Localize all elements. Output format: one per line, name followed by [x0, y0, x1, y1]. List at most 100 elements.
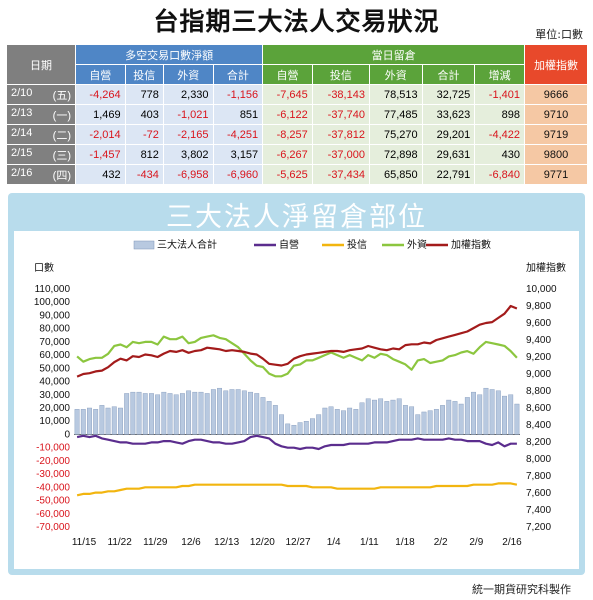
y-tick-label-left: 80,000 [39, 324, 70, 335]
bar [489, 389, 495, 435]
bar [136, 391, 142, 435]
bar [495, 390, 501, 435]
legend-label: 自營 [279, 238, 299, 251]
net-col-header-2: 外資 [162, 64, 214, 85]
bar [328, 406, 334, 435]
bar [365, 398, 371, 435]
net-cell: 2,330 [162, 84, 214, 105]
bar [279, 414, 284, 435]
bar [415, 414, 421, 435]
footer-credit: 統一期貨研究科製作 [472, 583, 571, 596]
bar [217, 387, 222, 435]
y-tick-label-left: -70,000 [36, 522, 70, 533]
oi-col-header-1: 投信 [311, 64, 370, 85]
bar [303, 421, 309, 435]
oi-cell: -4,422 [474, 124, 525, 145]
bar [440, 405, 445, 435]
y-tick-label-left: 10,000 [39, 416, 70, 427]
table-row: 2/14 (二) -2,014 -72 -2,165 -4,251 -8,257 -37,81… [6, 124, 588, 145]
oi-cell: -6,840 [474, 164, 525, 185]
x-tick-label: 11/29 [143, 537, 168, 548]
unit-label: 單位:口數 [535, 28, 583, 41]
oi-cell: 78,513 [368, 84, 423, 105]
bar [173, 394, 179, 435]
oi-col-header-2: 外資 [368, 64, 423, 85]
oi-cell: 77,485 [368, 104, 423, 125]
y-tick-label-right: 9,600 [526, 318, 551, 329]
oi-cell: 32,725 [421, 84, 476, 105]
y-tick-label-left: 20,000 [39, 403, 70, 414]
chart-panel: 三大法人淨留倉部位 110,000 100,000 90,000 80,000 70,0… [8, 193, 585, 575]
date-cell: 2/16 (四) [6, 164, 76, 185]
net-cell: -4,264 [75, 84, 126, 105]
series-line-4 [76, 304, 518, 378]
y-axis-title-left: 口數 [34, 261, 54, 274]
chart-area: 110,000 100,000 90,000 80,000 70,000 60,000 50… [14, 231, 579, 569]
date-cell: 2/10 (五) [6, 84, 76, 105]
bar [266, 401, 272, 435]
x-tick-label: 12/27 [285, 537, 310, 548]
header-row-2: 自營 投信 外資 合計 自營 投信 外資 合計 增減 [7, 64, 588, 85]
bar [483, 387, 489, 435]
bar [241, 390, 247, 435]
bar [192, 391, 198, 435]
x-tick-label: 2/16 [502, 537, 522, 548]
oi-cell: 33,623 [421, 104, 476, 125]
bar [409, 406, 415, 435]
y-axis-title-right: 加權指數 [526, 261, 566, 274]
bar [229, 389, 235, 435]
oi-col-header-3: 合計 [421, 64, 476, 85]
bar [248, 391, 253, 435]
oi-cell: 898 [474, 104, 525, 125]
table-body: 2/10 (五) -4,264 778 2,330 -1,156 -7,645 -38,143… [6, 84, 588, 185]
y-tick-label-left: -60,000 [36, 509, 70, 520]
y-tick-label-left: 70,000 [39, 337, 70, 348]
y-tick-label-left: 50,000 [39, 363, 70, 374]
y-tick-label-left: 60,000 [39, 350, 70, 361]
bar [80, 409, 86, 435]
bar [74, 409, 80, 435]
bar [359, 402, 365, 435]
net-cell: -4,251 [212, 124, 264, 145]
bar [223, 390, 229, 435]
net-cell: -6,958 [162, 164, 214, 185]
net-cell: 1,469 [75, 104, 126, 125]
bar [142, 393, 148, 435]
header-row-1: 日期 多空交易口數淨額 當日留倉 加權指數 [6, 44, 588, 85]
oi-cell: -37,740 [311, 104, 370, 125]
bar [322, 407, 328, 435]
bar [167, 393, 173, 435]
oi-cell: 29,631 [421, 144, 476, 165]
net-cell: -2,165 [162, 124, 214, 145]
y-tick-label-left: -50,000 [36, 496, 70, 507]
net-cell: 403 [124, 104, 164, 125]
y-tick-label-left: -30,000 [36, 469, 70, 480]
bar [204, 393, 210, 435]
y-tick-label-left: 30,000 [39, 390, 70, 401]
bar [186, 390, 192, 435]
oi-cell: -7,645 [262, 84, 313, 105]
bar [260, 397, 266, 435]
bar [390, 399, 396, 435]
oi-cell: -6,267 [262, 144, 313, 165]
oi-cell: -38,143 [311, 84, 370, 105]
bar [508, 394, 514, 435]
bar [378, 398, 384, 435]
y-tick-label-right: 8,200 [526, 437, 551, 448]
net-cell: -1,021 [162, 104, 214, 125]
summary-table: 日期 多空交易口數淨額 當日留倉 加權指數 自營 投信 外資 合計 自營 投信 外資 合計 增減… [6, 44, 588, 185]
x-tick-label: 2/2 [434, 537, 448, 548]
y-tick-label-left: 110,000 [35, 284, 71, 295]
y-tick-label-right: 9,400 [526, 335, 551, 346]
oi-cell: -37,000 [311, 144, 370, 165]
bar [458, 403, 464, 435]
oi-cell: -5,625 [262, 164, 313, 185]
legend-label: 投信 [347, 238, 367, 251]
bar [353, 409, 359, 435]
bar [446, 399, 452, 435]
oi-cell: 22,791 [421, 164, 476, 185]
table-row: 2/13 (一) 1,469 403 -1,021 851 -6,122 -37,740 77,… [6, 104, 588, 125]
bar [124, 393, 130, 435]
bar [291, 424, 297, 435]
bar [235, 389, 241, 435]
